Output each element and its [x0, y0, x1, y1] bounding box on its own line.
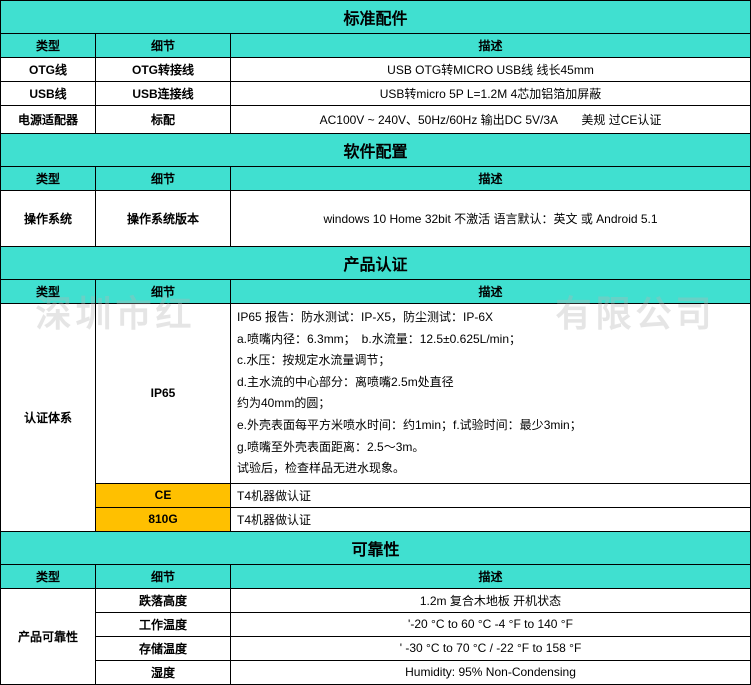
cell-desc: AC100V ~ 240V、50Hz/60Hz 输出DC 5V/3A 美规 过C… — [231, 106, 751, 134]
cell-desc: IP65 报告：防水测试：IP-X5，防尘测试：IP-6X a.喷嘴内径：6.3… — [231, 304, 751, 484]
cell-type: 产品可靠性 — [1, 588, 96, 684]
col-type-header: 类型 — [1, 34, 96, 58]
table-row: 存储温度 ' -30 °C to 70 °C / -22 °F to 158 °… — [1, 636, 751, 660]
cell-detail: 跌落高度 — [96, 588, 231, 612]
cell-type: 认证体系 — [1, 304, 96, 532]
cell-desc: windows 10 Home 32bit 不激活 语言默认：英文 或 Andr… — [231, 191, 751, 247]
table-row: 认证体系 IP65 IP65 报告：防水测试：IP-X5，防尘测试：IP-6X … — [1, 304, 751, 484]
cell-desc: 1.2m 复合木地板 开机状态 — [231, 588, 751, 612]
cell-desc: USB OTG转MICRO USB线 线长45mm — [231, 58, 751, 82]
cell-type: OTG线 — [1, 58, 96, 82]
table-row: 电源适配器 标配 AC100V ~ 240V、50Hz/60Hz 输出DC 5V… — [1, 106, 751, 134]
section-header-accessories: 标准配件 — [1, 1, 751, 34]
desc-line: g.喷嘴至外壳表面距离：2.5～3m。 — [237, 437, 746, 459]
section-header-software: 软件配置 — [1, 134, 751, 167]
desc-line: 试验后，检查样品无进水现象。 — [237, 458, 746, 480]
table-row: 产品可靠性 跌落高度 1.2m 复合木地板 开机状态 — [1, 588, 751, 612]
table-row: USB线 USB连接线 USB转micro 5P L=1.2M 4芯加铝箔加屏蔽 — [1, 82, 751, 106]
table-row: 操作系统 操作系统版本 windows 10 Home 32bit 不激活 语言… — [1, 191, 751, 247]
spec-table: 标准配件 类型 细节 描述 OTG线 OTG转接线 USB OTG转MICRO … — [0, 0, 751, 685]
cell-desc: '-20 °C to 60 °C -4 °F to 140 °F — [231, 612, 751, 636]
col-detail-header: 细节 — [96, 280, 231, 304]
desc-line: e.外壳表面每平方米喷水时间：约1min；f.试验时间：最少3min； — [237, 415, 746, 437]
col-type-header: 类型 — [1, 167, 96, 191]
desc-line: 约为40mm的圆； — [237, 393, 746, 415]
cell-detail: 标配 — [96, 106, 231, 134]
cell-detail-810g: 810G — [96, 507, 231, 531]
table-row: 工作温度 '-20 °C to 60 °C -4 °F to 140 °F — [1, 612, 751, 636]
col-type-header: 类型 — [1, 280, 96, 304]
col-desc-header: 描述 — [231, 34, 751, 58]
cell-desc: T4机器做认证 — [231, 483, 751, 507]
table-row: OTG线 OTG转接线 USB OTG转MICRO USB线 线长45mm — [1, 58, 751, 82]
cell-detail-ce: CE — [96, 483, 231, 507]
col-desc-header: 描述 — [231, 280, 751, 304]
col-detail-header: 细节 — [96, 34, 231, 58]
desc-line: IP65 报告：防水测试：IP-X5，防尘测试：IP-6X — [237, 307, 746, 329]
cell-detail: IP65 — [96, 304, 231, 484]
col-desc-header: 描述 — [231, 167, 751, 191]
cell-type: USB线 — [1, 82, 96, 106]
col-desc-header: 描述 — [231, 564, 751, 588]
table-row: 湿度 Humidity: 95% Non-Condensing — [1, 660, 751, 684]
section-header-cert: 产品认证 — [1, 247, 751, 280]
cell-desc: USB转micro 5P L=1.2M 4芯加铝箔加屏蔽 — [231, 82, 751, 106]
desc-line: a.喷嘴内径：6.3mm； b.水流量：12.5±0.625L/min； — [237, 329, 746, 351]
cell-detail: USB连接线 — [96, 82, 231, 106]
cell-detail: 湿度 — [96, 660, 231, 684]
cell-detail: 存储温度 — [96, 636, 231, 660]
table-row: CE T4机器做认证 — [1, 483, 751, 507]
col-detail-header: 细节 — [96, 167, 231, 191]
table-row: 810G T4机器做认证 — [1, 507, 751, 531]
cell-type: 电源适配器 — [1, 106, 96, 134]
desc-line: c.水压：按规定水流量调节； — [237, 350, 746, 372]
desc-line: d.主水流的中心部分：离喷嘴2.5m处直径 — [237, 372, 746, 394]
cell-detail: 工作温度 — [96, 612, 231, 636]
section-header-reliability: 可靠性 — [1, 531, 751, 564]
col-type-header: 类型 — [1, 564, 96, 588]
cell-desc: Humidity: 95% Non-Condensing — [231, 660, 751, 684]
cell-detail: OTG转接线 — [96, 58, 231, 82]
cell-detail: 操作系统版本 — [96, 191, 231, 247]
col-detail-header: 细节 — [96, 564, 231, 588]
cell-desc: ' -30 °C to 70 °C / -22 °F to 158 °F — [231, 636, 751, 660]
cell-type: 操作系统 — [1, 191, 96, 247]
cell-desc: T4机器做认证 — [231, 507, 751, 531]
